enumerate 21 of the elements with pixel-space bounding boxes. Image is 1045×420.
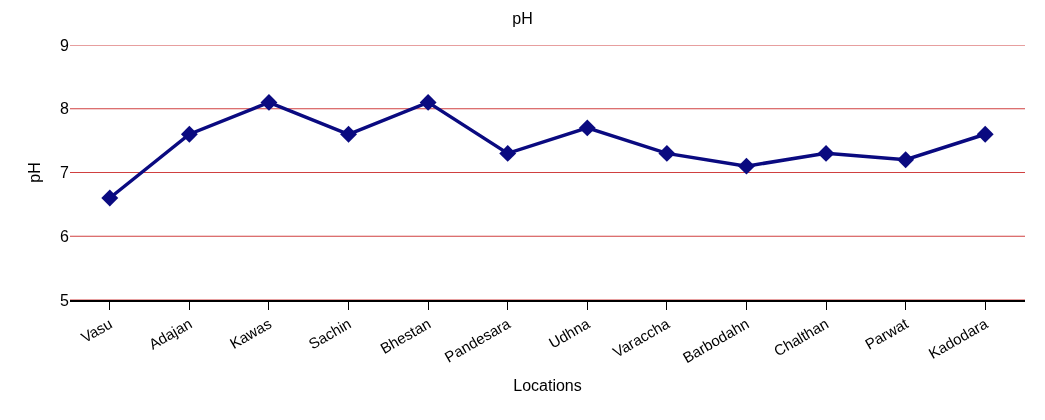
- point: [658, 144, 676, 162]
- y-tick-label: 6: [60, 227, 70, 245]
- y-tick-label: 9: [60, 36, 70, 54]
- point: [897, 151, 915, 169]
- y-axis-title: pH: [25, 162, 43, 183]
- point: [738, 157, 755, 175]
- point: [180, 125, 198, 143]
- point: [578, 119, 596, 137]
- point: [499, 144, 517, 162]
- y-tick-label: 5: [60, 291, 70, 309]
- point: [101, 189, 119, 207]
- y-tick-label: 8: [60, 100, 70, 118]
- chart-title: pH: [512, 9, 533, 27]
- point: [419, 93, 437, 111]
- y-tick-label: 7: [60, 164, 70, 182]
- point: [260, 93, 278, 111]
- x-tick-label: Vasu: [77, 314, 116, 346]
- x-axis-title: Locations: [513, 377, 582, 395]
- point: [340, 125, 357, 143]
- point: [817, 144, 835, 162]
- point: [976, 125, 994, 143]
